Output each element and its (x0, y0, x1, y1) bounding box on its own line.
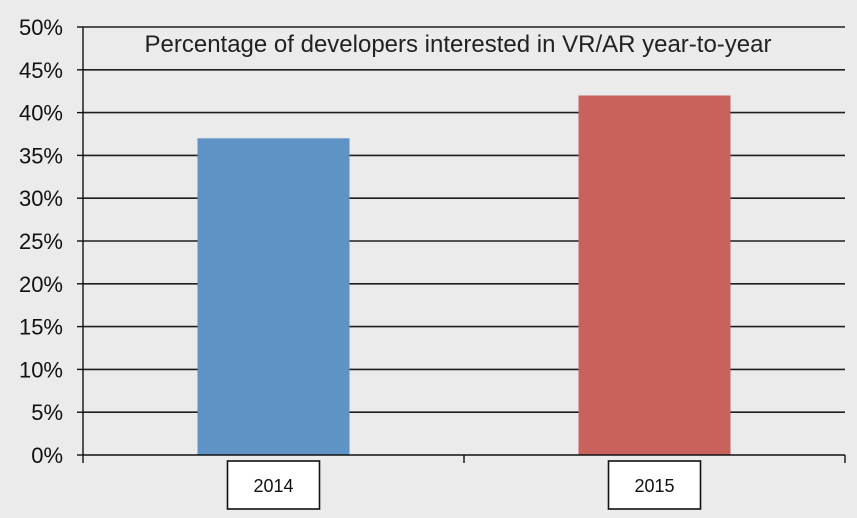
y-tick-label: 35% (19, 143, 63, 168)
y-tick-label: 30% (19, 186, 63, 211)
x-category-label: 2014 (253, 476, 293, 496)
gridlines (83, 26, 845, 414)
y-tick-label: 5% (31, 400, 63, 425)
bar-2015 (578, 95, 731, 455)
y-tick-label: 25% (19, 229, 63, 254)
y-tick-label: 15% (19, 315, 63, 340)
y-tick-label: 10% (19, 357, 63, 382)
labels: 0% 5% 10% 15% 20% 25% 30% 35% 40% 45% 50% 2014 2015 (19, 15, 702, 510)
y-tick-label: 45% (19, 58, 63, 83)
y-tick-label: 0% (31, 443, 63, 468)
bars (197, 95, 731, 455)
x-category-box (226, 460, 321, 510)
x-category-box (607, 460, 702, 510)
axes (77, 26, 846, 463)
chart-title: Percentage of developers interested in V… (145, 31, 772, 58)
y-tick-label: 20% (19, 272, 63, 297)
bar-2014 (197, 138, 350, 455)
y-tick-label: 40% (19, 101, 63, 126)
y-tick-label: 50% (19, 15, 63, 40)
x-category-label: 2015 (634, 476, 674, 496)
